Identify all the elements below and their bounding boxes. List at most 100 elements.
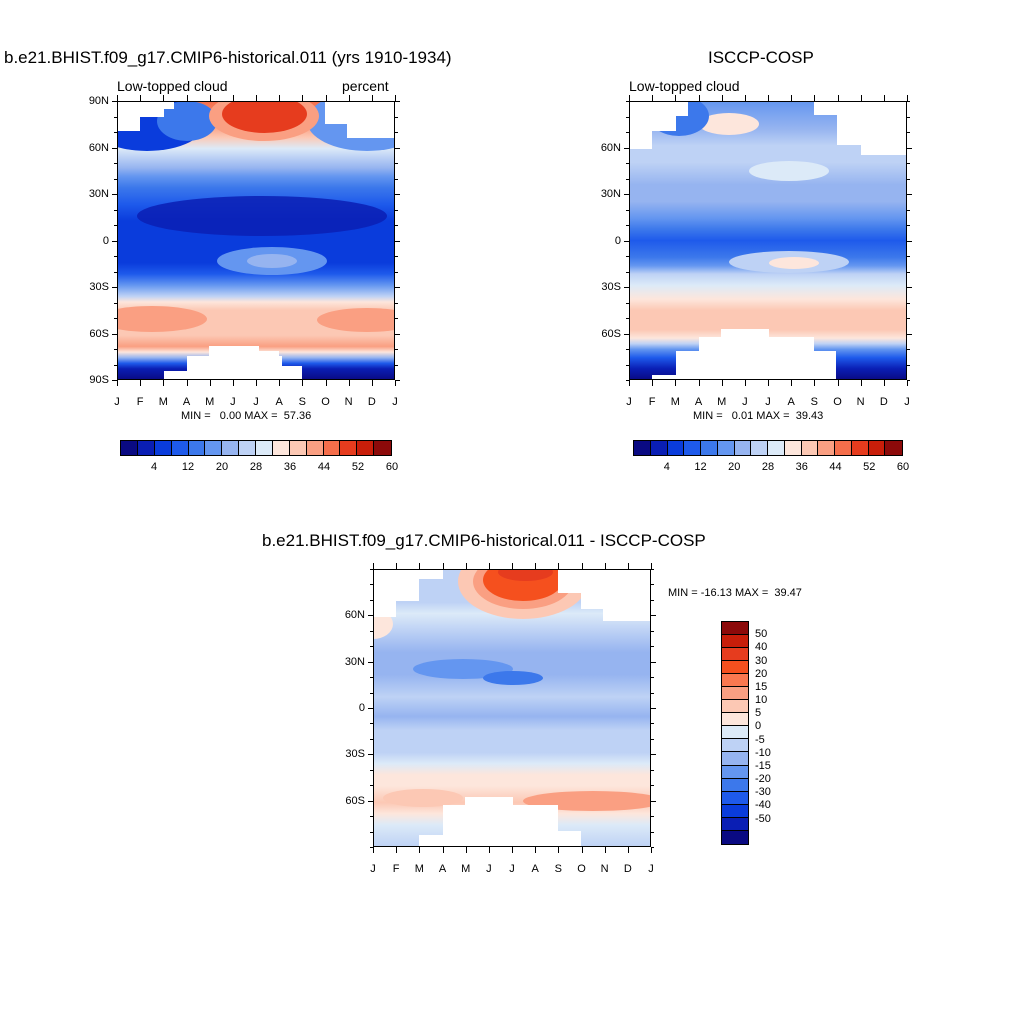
x-tick-label: M	[670, 396, 680, 408]
x-major-tick	[698, 380, 700, 386]
y-minor-tick-right	[651, 769, 654, 771]
y-minor-tick	[114, 349, 117, 350]
colorbar-cell	[885, 441, 902, 455]
colorbar-cell	[818, 441, 835, 455]
colorbar-cell	[722, 765, 748, 779]
colorbar-label: 20	[215, 461, 229, 473]
colorbar-cell	[650, 441, 668, 455]
x-tick-label: A	[787, 396, 795, 408]
y-minor-tick	[114, 209, 117, 211]
panel1-mask-nw1	[117, 101, 140, 131]
colorbar-label: 4	[150, 461, 158, 473]
y-minor-tick-right	[395, 318, 398, 319]
colorbar-cell	[722, 791, 748, 805]
x-major-tick	[837, 380, 839, 386]
panel3-mask-s2	[465, 797, 513, 805]
x-tick-label: J	[392, 396, 398, 408]
panel2-colorbar	[633, 440, 903, 456]
y-tick-label: 60N	[344, 609, 365, 622]
x-tick-label: A	[275, 396, 283, 408]
panel3-mask-s1	[443, 805, 558, 847]
x-major-tick-top	[163, 95, 165, 101]
x-tick-label: J	[904, 396, 910, 408]
x-major-tick-top	[652, 95, 654, 101]
colorbar-cell	[768, 441, 785, 455]
y-minor-tick	[626, 116, 629, 118]
x-major-tick-top	[140, 95, 142, 101]
colorbar-cell	[722, 661, 748, 675]
y-tick-label: 0	[358, 702, 365, 714]
x-major-tick-top	[232, 95, 234, 101]
colorbar-cell	[222, 441, 240, 455]
y-tick-label: 30N	[600, 188, 621, 200]
colorbar-label: 36	[795, 461, 808, 473]
x-tick-label: O	[833, 396, 842, 408]
panel1-min-max: MIN = 0.00 MAX = 57.36	[181, 410, 312, 422]
x-major-tick-top	[744, 95, 746, 101]
y-minor-tick	[114, 163, 117, 164]
y-minor-tick-right	[907, 240, 910, 242]
x-major-tick	[721, 380, 723, 386]
x-major-tick-top	[373, 563, 374, 569]
x-major-tick	[627, 847, 629, 853]
panel2-min-max: MIN = 0.01 MAX = 39.43	[693, 410, 824, 422]
y-minor-tick	[370, 615, 373, 617]
panel2-left-label: Low-topped cloud	[629, 78, 740, 94]
colorbar-cell	[256, 441, 273, 455]
x-major-tick-top	[348, 95, 350, 101]
panel2-mask-nw1	[629, 101, 676, 131]
panel1-mask-s5	[164, 371, 187, 380]
x-major-tick-top	[396, 563, 398, 569]
colorbar-label: 50	[755, 628, 768, 641]
colorbar-label: 12	[694, 461, 707, 473]
panel3-south-warm2	[383, 789, 463, 807]
y-minor-tick-right	[651, 831, 654, 833]
panel1-mask-nw3	[164, 101, 174, 109]
x-tick-label: F	[392, 863, 400, 875]
colorbar-cell	[722, 817, 748, 831]
y-minor-tick-right	[907, 364, 910, 366]
x-major-tick-top	[698, 95, 700, 101]
y-minor-tick-right	[907, 116, 910, 118]
x-tick-label: D	[367, 396, 376, 408]
x-tick-label: F	[136, 396, 144, 408]
y-minor-tick	[370, 723, 373, 725]
x-major-tick-top	[488, 563, 490, 569]
y-tick-label: 30S	[601, 281, 621, 293]
colorbar-cell	[722, 778, 748, 792]
y-minor-tick-right	[395, 178, 398, 180]
panel1-south-peak	[117, 306, 207, 332]
panel1-frame	[117, 101, 395, 380]
panel3-mid-dark2	[483, 671, 543, 685]
x-tick-label: D	[879, 396, 888, 408]
y-minor-tick-right	[651, 584, 654, 586]
colorbar-cell	[722, 635, 748, 649]
panel1-mask-s4	[279, 366, 302, 380]
colorbar-cell	[357, 441, 375, 455]
y-minor-tick	[626, 256, 629, 257]
y-minor-tick-right	[651, 630, 654, 632]
colorbar-cell	[722, 700, 748, 714]
y-minor-tick	[626, 209, 629, 211]
panel1-left-label: Low-topped cloud	[117, 78, 228, 94]
x-major-tick-top	[117, 95, 118, 101]
y-minor-tick-right	[907, 163, 910, 164]
colorbar-cell	[137, 441, 155, 455]
colorbar-cell	[121, 441, 138, 455]
y-minor-tick-right	[651, 785, 654, 787]
panel1-title: b.e21.BHIST.f09_g17.CMIP6-historical.011…	[4, 48, 452, 67]
y-tick-label: 90N	[88, 95, 109, 107]
x-major-tick-top	[302, 95, 304, 101]
x-major-tick-top	[627, 563, 629, 569]
y-minor-tick-right	[907, 333, 910, 335]
colorbar-cell	[722, 674, 748, 688]
panel2-mask-ne1	[814, 101, 907, 115]
x-tick-label: A	[531, 863, 539, 875]
panel2-arctic-warm	[699, 113, 759, 135]
y-tick-label: 0	[614, 234, 621, 247]
x-major-tick	[140, 380, 142, 386]
panel1-arctic-peak2	[222, 101, 307, 133]
x-major-tick	[371, 380, 373, 386]
y-minor-tick-right	[907, 209, 910, 211]
y-minor-tick-right	[395, 380, 398, 381]
